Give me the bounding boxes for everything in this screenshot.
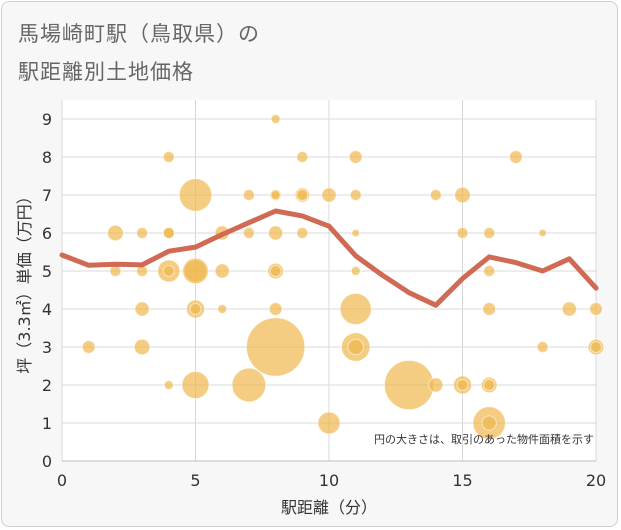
y-tick-label-8: 8 [42, 148, 52, 167]
bubble-point-57 [483, 378, 496, 392]
y-tick-label-2: 2 [42, 376, 52, 395]
bubble-point-40 [349, 188, 362, 202]
bubble-point-21 [217, 304, 228, 314]
bubble-point-27 [270, 190, 281, 200]
bubble-point-28 [267, 225, 284, 241]
bubble-point-61 [538, 228, 547, 238]
bubble-point-53 [483, 226, 496, 240]
bubble-point-7 [162, 150, 175, 164]
chart-title-line1: 馬場崎町駅（鳥取県）の [18, 22, 260, 46]
bubble-point-15 [182, 257, 209, 285]
bubble-point-62 [536, 340, 549, 354]
bubble-point-20 [214, 263, 230, 279]
bubble-point-46 [383, 359, 435, 411]
bubble-point-54 [483, 264, 496, 278]
bubble-point-49 [454, 186, 471, 204]
y-tick-label-6: 6 [42, 224, 52, 243]
x-tick-label-4: 20 [586, 471, 606, 490]
chart-title-line2: 駅距離別土地価格 [18, 60, 194, 84]
x-tick-label-0: 0 [57, 471, 67, 490]
bubble-point-9 [162, 226, 175, 240]
bubble-point-6 [133, 338, 151, 356]
bubble-point-17 [189, 302, 202, 316]
y-tick-label-0: 0 [42, 452, 52, 471]
bubble-point-45 [347, 338, 364, 356]
bubble-point-41 [351, 228, 360, 238]
y-tick-label-3: 3 [42, 338, 52, 357]
y-tick-label-7: 7 [42, 186, 52, 205]
bubble-point-39 [348, 150, 363, 164]
bubble-point-23 [242, 226, 255, 240]
bubble-point-33 [296, 150, 309, 164]
x-tick-label-1: 5 [190, 471, 200, 490]
grid-lines [61, 100, 597, 462]
bubble-point-63 [561, 301, 577, 317]
bubble-point-37 [321, 187, 337, 203]
bubble-point-0 [81, 340, 96, 354]
bubble-point-47 [429, 188, 442, 202]
y-tick-label-9: 9 [42, 110, 52, 129]
x-axis-ticks: 0 5 10 15 20 [57, 471, 606, 490]
bubble-point-42 [350, 266, 361, 276]
bubble-point-5 [134, 301, 150, 317]
bubble-point-22 [242, 188, 255, 202]
bubble-point-50 [456, 226, 469, 240]
bubble-point-36 [296, 226, 309, 240]
x-axis-label: 駅距離（分） [281, 498, 377, 517]
bubble-point-66 [589, 340, 603, 354]
bubble-point-38 [317, 411, 341, 435]
x-tick-label-3: 15 [452, 471, 472, 490]
bubble-point-25 [270, 114, 281, 124]
bubble-point-2 [109, 264, 122, 278]
y-axis-ticks: 0 1 2 3 4 5 6 7 8 9 [42, 110, 52, 471]
bubble-point-3 [136, 226, 149, 240]
y-axis-label: 坪（3.3㎡）単価（万円） [15, 188, 34, 373]
bubble-point-30 [269, 264, 282, 278]
bubble-point-59 [481, 415, 497, 431]
bubble-point-64 [589, 302, 603, 316]
bubble-point-18 [181, 371, 210, 399]
y-tick-label-1: 1 [42, 414, 52, 433]
bubble-point-55 [482, 302, 497, 316]
bubble-series [81, 114, 605, 440]
bubble-point-43 [339, 292, 372, 326]
bubble-point-31 [268, 302, 283, 316]
y-tick-label-5: 5 [42, 262, 52, 281]
x-tick-label-2: 10 [319, 471, 339, 490]
bubble-point-32 [245, 317, 306, 377]
bubble-point-12 [163, 380, 174, 390]
bubble-point-48 [428, 377, 444, 393]
bubble-point-13 [178, 178, 213, 212]
bubble-size-note: 円の大きさは、取引のあった物件面積を示す [374, 432, 594, 446]
bubble-point-24 [231, 367, 267, 403]
bubble-point-11 [162, 264, 175, 278]
average-trend-line [59, 208, 599, 308]
bubble-point-52 [456, 378, 469, 392]
bubble-point-1 [107, 224, 124, 242]
bubble-point-60 [509, 150, 523, 164]
bubble-point-35 [296, 188, 309, 202]
y-tick-label-4: 4 [42, 300, 52, 319]
